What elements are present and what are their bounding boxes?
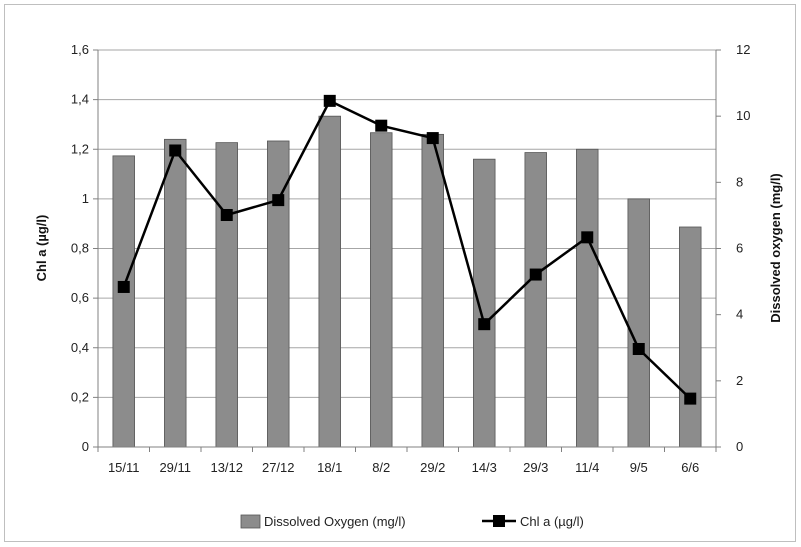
chl-a-line — [122, 99, 692, 400]
x-tick-label: 9/5 — [630, 460, 648, 475]
bar — [370, 132, 393, 448]
bar — [627, 198, 650, 448]
bar — [318, 115, 341, 448]
bar — [112, 155, 135, 448]
y-tick-label: 0,8 — [71, 241, 89, 256]
x-tick-label: 11/4 — [575, 460, 599, 475]
x-tick-label: 18/1 — [317, 460, 342, 475]
bar — [576, 148, 599, 448]
y-tick-label: 0,6 — [71, 290, 89, 305]
legend-bar-swatch — [240, 514, 261, 529]
y2-tick-label: 6 — [736, 241, 743, 256]
x-tick-label: 15/11 — [108, 460, 140, 475]
line-point — [581, 231, 594, 244]
line-point — [220, 209, 233, 222]
legend: Dissolved Oxygen (mg/l) Chl a (µg/l) — [240, 514, 584, 529]
x-tick-label: 13/12 — [210, 460, 243, 475]
axes: 0 0,2 0,4 0,6 0,8 1 1,2 1,4 1,6 0 2 4 6 8 10 12 15/11 29/… — [71, 42, 751, 475]
line-point — [323, 94, 336, 107]
x-tick-label: 8/2 — [372, 460, 390, 475]
x-tick-label: 29/11 — [159, 460, 191, 475]
line-series — [117, 94, 697, 405]
bar-series — [112, 115, 702, 448]
line-point — [426, 132, 439, 145]
bar — [421, 133, 444, 448]
line-point — [529, 268, 542, 281]
line-point — [375, 119, 388, 132]
bar — [524, 152, 547, 448]
line-point — [684, 392, 697, 405]
y2-tick-label: 2 — [736, 373, 743, 388]
y2-tick-label: 10 — [736, 108, 750, 123]
y-tick-label: 0,2 — [71, 389, 89, 404]
x-tick-label: 6/6 — [681, 460, 699, 475]
y-axis-title: Chl a (µg/l) — [34, 215, 49, 282]
y2-tick-label: 8 — [736, 174, 743, 189]
line-point — [478, 318, 491, 331]
gridlines — [98, 49, 716, 398]
line-point — [272, 194, 285, 207]
y-tick-label: 1,6 — [71, 42, 89, 57]
x-tick-label: 29/3 — [523, 460, 548, 475]
chart-frame — [4, 4, 796, 542]
y2-axis-title: Dissolved oxygen (mg/l) — [768, 173, 783, 323]
y2-tick-label: 0 — [736, 439, 743, 454]
line-point — [117, 280, 130, 293]
x-tick-label: 27/12 — [262, 460, 295, 475]
legend-line-label: Chl a (µg/l) — [520, 514, 584, 529]
bar — [473, 158, 496, 448]
line-point — [632, 342, 645, 355]
bar — [215, 142, 238, 448]
legend-bar-label: Dissolved Oxygen (mg/l) — [264, 514, 406, 529]
y-tick-label: 1 — [82, 191, 89, 206]
bar — [164, 138, 187, 448]
x-tick-label: 14/3 — [472, 460, 497, 475]
line-point — [169, 144, 182, 157]
y2-tick-label: 12 — [736, 42, 750, 57]
y2-tick-label: 4 — [736, 307, 743, 322]
y-tick-label: 1,2 — [71, 141, 89, 156]
x-tick-label: 29/2 — [420, 460, 445, 475]
y-tick-label: 1,4 — [71, 92, 89, 107]
y-tick-label: 0 — [82, 439, 89, 454]
bar — [679, 226, 702, 448]
legend-line-marker — [493, 515, 505, 527]
y-tick-label: 0,4 — [71, 340, 89, 355]
